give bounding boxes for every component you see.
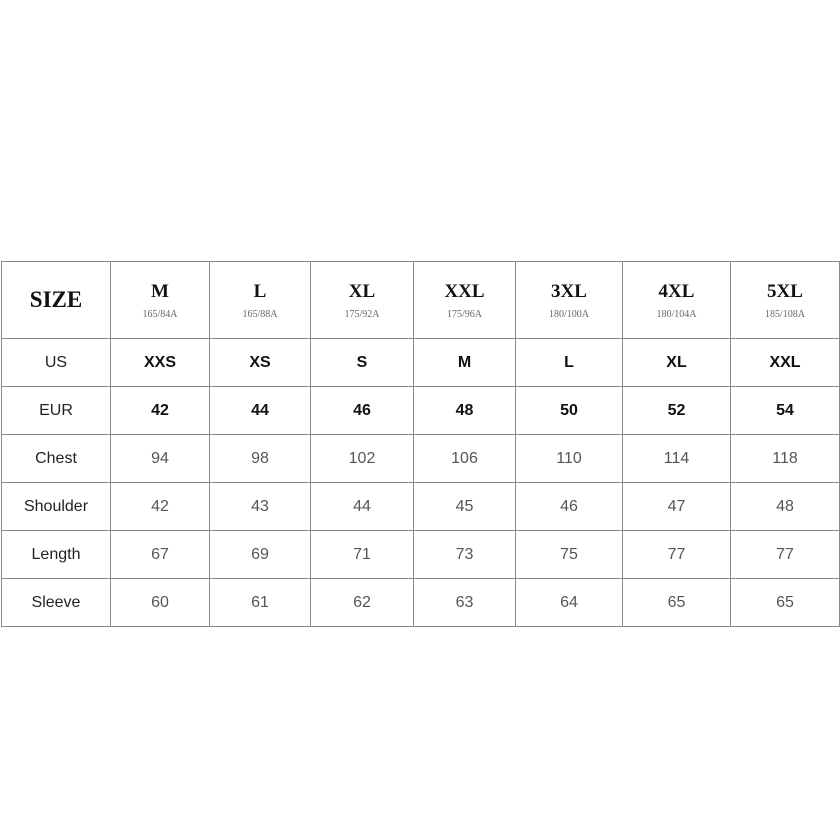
size-column-header: XL 175/92A [310,261,414,339]
table-cell: 118 [730,434,840,483]
size-column-header: XXL 175/96A [413,261,516,339]
size-code: 165/84A [142,308,178,320]
size-name: 5XL [767,280,803,302]
table-cell: 65 [622,578,731,627]
size-code: 165/88A [242,308,278,320]
table-cell: 67 [110,530,210,579]
table-cell: 50 [515,386,623,435]
table-cell: 77 [730,530,840,579]
table-cell: L [515,338,623,387]
table-cell: 73 [413,530,516,579]
size-column-header: M 165/84A [110,261,210,339]
header-row: SIZE M 165/84A L 165/88A XL 175/92A XXL 175/96A 3… [1,261,840,339]
size-column-header: 5XL 185/108A [730,261,840,339]
table-cell: 52 [622,386,731,435]
size-code: 180/100A [549,308,589,320]
table-row: EUR 42 44 46 48 50 52 54 [1,386,840,435]
table-cell: 64 [515,578,623,627]
table-cell: 44 [310,482,414,531]
size-column-header: 3XL 180/100A [515,261,623,339]
table-cell: 98 [209,434,311,483]
size-column-header: L 165/88A [209,261,311,339]
size-name: XXL [444,280,485,302]
size-name: XL [348,280,376,302]
size-name: 3XL [551,280,587,302]
table-cell: 42 [110,386,210,435]
size-code: 175/96A [447,308,482,320]
row-label: US [1,338,111,387]
table-cell: 61 [209,578,311,627]
size-chart-table: SIZE M 165/84A L 165/88A XL 175/92A XXL 175/96A 3… [1,261,840,627]
table-cell: 71 [310,530,414,579]
row-label: Chest [1,434,111,483]
table-cell: 94 [110,434,210,483]
table-cell: 60 [110,578,210,627]
table-cell: 106 [413,434,516,483]
table-cell: 65 [730,578,840,627]
table-row: US XXS XS S M L XL XXL [1,338,840,387]
table-cell: 102 [310,434,414,483]
table-cell: XXS [110,338,210,387]
size-code: 175/92A [344,308,380,320]
size-code: 180/104A [656,308,697,320]
table-cell: 48 [730,482,840,531]
table-cell: 69 [209,530,311,579]
table-cell: XL [622,338,731,387]
table-cell: 75 [515,530,623,579]
row-label: EUR [1,386,111,435]
size-name: L [253,280,267,302]
table-cell: XXL [730,338,840,387]
table-cell: 43 [209,482,311,531]
table-cell: 110 [515,434,623,483]
table-cell: 46 [310,386,414,435]
table-cell: 114 [622,434,731,483]
table-cell: 54 [730,386,840,435]
table-row: Sleeve 60 61 62 63 64 65 65 [1,578,840,627]
table-cell: S [310,338,414,387]
row-label: Sleeve [1,578,111,627]
size-column-header: 4XL 180/104A [622,261,731,339]
table-cell: 45 [413,482,516,531]
row-label: Length [1,530,111,579]
size-code: 185/108A [765,308,805,320]
table-row: Chest 94 98 102 106 110 114 118 [1,434,840,483]
table-cell: 47 [622,482,731,531]
row-label: Shoulder [1,482,111,531]
table-cell: M [413,338,516,387]
table-cell: 44 [209,386,311,435]
table-cell: XS [209,338,311,387]
size-name: 4XL [658,280,695,302]
table-row: Shoulder 42 43 44 45 46 47 48 [1,482,840,531]
size-header-label: SIZE [1,261,111,339]
table-cell: 48 [413,386,516,435]
size-name: M [151,280,169,302]
table-cell: 77 [622,530,731,579]
table-cell: 46 [515,482,623,531]
table-row: Length 67 69 71 73 75 77 77 [1,530,840,579]
table-cell: 63 [413,578,516,627]
table-cell: 62 [310,578,414,627]
table-cell: 42 [110,482,210,531]
